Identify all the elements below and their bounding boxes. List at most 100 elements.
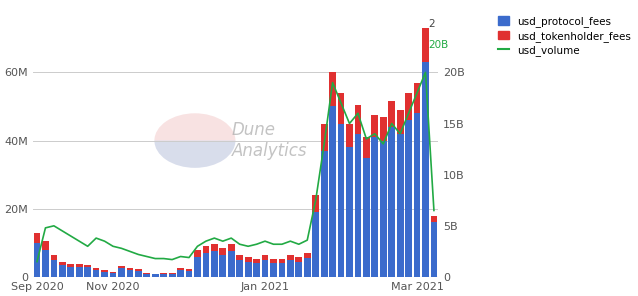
Bar	[211, 244, 218, 251]
Bar	[168, 273, 175, 274]
Text: Dune
Analytics: Dune Analytics	[232, 121, 307, 160]
Bar	[236, 260, 243, 277]
Bar	[42, 241, 49, 250]
Bar	[405, 93, 412, 120]
Bar	[219, 248, 226, 255]
Bar	[177, 268, 184, 270]
Bar	[270, 259, 277, 263]
Bar	[126, 270, 133, 277]
Bar	[34, 243, 40, 277]
Bar	[110, 273, 116, 277]
Bar	[295, 262, 302, 277]
Bar	[194, 257, 201, 277]
Bar	[380, 141, 387, 277]
Bar	[219, 255, 226, 277]
Bar	[93, 270, 100, 277]
Bar	[118, 266, 125, 268]
Bar	[287, 260, 293, 277]
Bar	[313, 212, 319, 277]
Wedge shape	[154, 113, 235, 141]
Bar	[160, 274, 167, 277]
Bar	[279, 263, 285, 277]
Bar	[321, 151, 327, 277]
Bar	[405, 120, 412, 277]
Bar	[101, 271, 108, 272]
Bar	[68, 264, 74, 267]
Bar	[194, 250, 201, 257]
Bar	[397, 110, 403, 134]
Bar	[228, 251, 235, 277]
Bar	[338, 93, 345, 123]
Bar	[202, 253, 209, 277]
Bar	[186, 269, 193, 271]
Bar	[118, 268, 125, 277]
Bar	[431, 222, 437, 277]
Bar	[135, 271, 142, 277]
Bar	[355, 105, 361, 134]
Bar	[186, 271, 193, 277]
Bar	[126, 268, 133, 270]
Bar	[228, 244, 235, 251]
Bar	[50, 255, 57, 260]
Bar	[355, 134, 361, 277]
Bar	[431, 215, 437, 222]
Bar	[93, 268, 100, 270]
Bar	[76, 267, 82, 277]
Bar	[84, 265, 91, 267]
Bar	[389, 127, 395, 277]
Bar	[160, 273, 167, 274]
Bar	[287, 255, 293, 260]
Bar	[422, 62, 429, 277]
Bar	[50, 260, 57, 277]
Bar	[371, 115, 378, 137]
Bar	[211, 251, 218, 277]
Bar	[152, 274, 159, 277]
Bar	[59, 262, 66, 265]
Bar	[236, 255, 243, 260]
Bar	[338, 123, 345, 277]
Bar	[413, 113, 420, 277]
Bar	[245, 257, 251, 262]
Bar	[413, 83, 420, 113]
Bar	[371, 137, 378, 277]
Bar	[245, 262, 251, 277]
Bar	[202, 246, 209, 253]
Text: 2: 2	[429, 19, 435, 29]
Bar	[262, 255, 269, 260]
Bar	[380, 117, 387, 141]
Bar	[144, 274, 150, 277]
Bar	[304, 258, 311, 277]
Bar	[135, 269, 142, 271]
Bar	[422, 28, 429, 62]
Bar	[321, 123, 327, 151]
Bar	[363, 137, 370, 157]
Bar	[68, 267, 74, 277]
Legend: usd_protocol_fees, usd_tokenholder_fees, usd_volume: usd_protocol_fees, usd_tokenholder_fees,…	[496, 14, 633, 58]
Bar	[177, 270, 184, 277]
Bar	[59, 265, 66, 277]
Bar	[101, 272, 108, 277]
Bar	[76, 264, 82, 267]
Bar	[42, 250, 49, 277]
Wedge shape	[154, 141, 235, 168]
Bar	[253, 259, 260, 263]
Bar	[279, 259, 285, 263]
Bar	[295, 257, 302, 262]
Bar	[397, 134, 403, 277]
Bar	[253, 263, 260, 277]
Bar	[329, 107, 336, 277]
Bar	[329, 72, 336, 107]
Bar	[346, 123, 353, 147]
Bar	[270, 263, 277, 277]
Bar	[346, 147, 353, 277]
Bar	[304, 253, 311, 258]
Bar	[168, 274, 175, 277]
Bar	[313, 195, 319, 212]
Bar	[363, 157, 370, 277]
Bar	[34, 233, 40, 243]
Bar	[144, 273, 150, 274]
Bar	[389, 101, 395, 127]
Bar	[110, 272, 116, 273]
Bar	[84, 267, 91, 277]
Text: 20B: 20B	[429, 40, 449, 50]
